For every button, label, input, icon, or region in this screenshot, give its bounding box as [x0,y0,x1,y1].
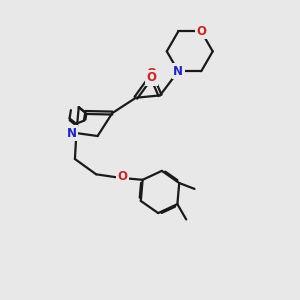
Text: N: N [67,127,77,140]
Text: O: O [196,25,206,38]
Text: O: O [147,68,157,80]
Text: O: O [146,71,156,84]
Text: O: O [118,170,128,183]
Text: N: N [173,65,183,78]
